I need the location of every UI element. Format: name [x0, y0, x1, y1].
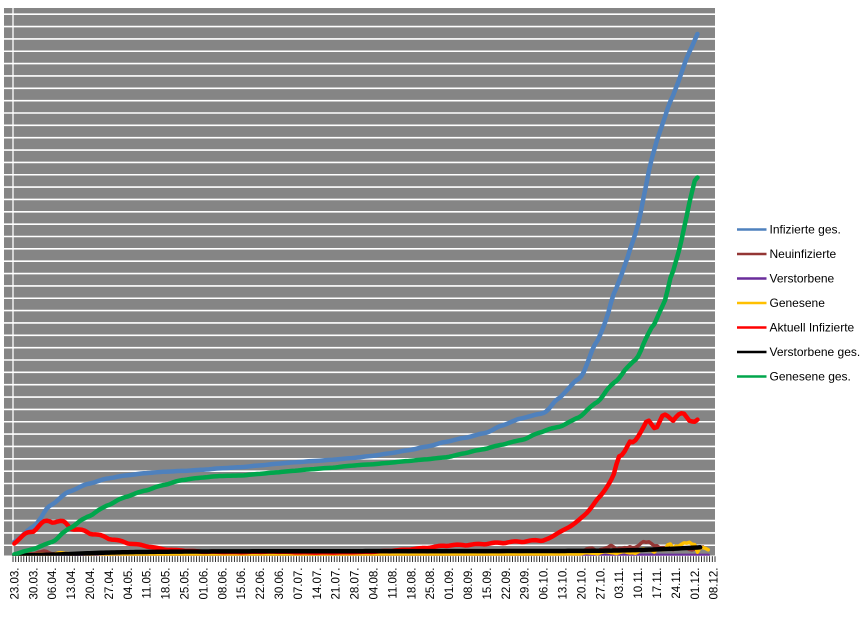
x-label: 13.04. — [66, 568, 78, 600]
legend-label-genesene: Genesene — [770, 296, 826, 310]
x-label: 24.11. — [671, 568, 683, 599]
series-line-verstorbene-ges — [12, 545, 703, 556]
x-label: 18.08. — [406, 568, 418, 600]
x-label: 20.04. — [85, 568, 97, 600]
x-label: 08.12. — [709, 568, 721, 600]
x-label: 03.11. — [614, 568, 626, 599]
gridlines — [4, 13, 715, 547]
x-label: 29.09. — [520, 568, 532, 600]
x-label: 22.09. — [501, 568, 513, 600]
x-label: 21.07. — [331, 568, 343, 600]
x-label: 08.09. — [463, 568, 475, 600]
series-line-genesene-ges — [12, 175, 700, 556]
x-label: 27.10. — [595, 568, 607, 600]
legend-item-genesene-ges: Genesene ges. — [737, 370, 851, 384]
x-label: 15.09. — [482, 568, 494, 600]
x-label: 18.05. — [161, 568, 173, 600]
series-line-infizierte-ges — [12, 31, 700, 545]
x-label: 01.09. — [444, 568, 456, 600]
x-label: 10.11. — [633, 568, 645, 599]
x-label: 30.03. — [28, 568, 40, 600]
x-label: 28.07. — [350, 568, 362, 600]
x-axis-labels: 23.03. 30.03. 06.04. 13.04. 20.04. 27.04. 04.0… — [9, 568, 720, 600]
x-label: 27.04. — [104, 568, 116, 600]
x-label: 01.06. — [198, 568, 210, 600]
x-label: 07.07. — [293, 568, 305, 600]
legend-label-neuinfizierte: Neuinfizierte — [770, 247, 837, 261]
x-label: 06.10. — [539, 568, 551, 600]
legend-item-neuinfizierte: Neuinfizierte — [737, 247, 837, 261]
legend: Infizierte ges. Neuinfizierte Verstorbene G… — [737, 223, 860, 384]
x-label: 25.08. — [425, 568, 437, 600]
legend-item-genesene: Genesene — [737, 296, 825, 310]
x-label: 04.05. — [123, 568, 135, 600]
legend-label-genesene-ges: Genesene ges. — [770, 370, 851, 384]
x-label: 11.05. — [142, 568, 154, 599]
plot-area — [4, 8, 715, 556]
legend-item-infizierte-ges: Infizierte ges. — [737, 223, 841, 237]
series-lines — [12, 31, 710, 556]
x-label: 13.10. — [557, 568, 569, 600]
legend-item-aktuell-infizierte: Aktuell Infizierte — [737, 321, 855, 335]
x-label: 08.06. — [217, 568, 229, 600]
x-label: 17.11. — [652, 568, 664, 599]
legend-item-verstorbene-ges: Verstorbene ges. — [737, 345, 860, 359]
x-axis-ticks — [12, 556, 716, 562]
x-label: 30.06. — [274, 568, 286, 600]
legend-item-verstorbene: Verstorbene — [737, 272, 835, 286]
series-line-genesene — [12, 540, 710, 556]
legend-label-verstorbene: Verstorbene — [770, 272, 835, 286]
x-label: 15.06. — [236, 568, 248, 600]
x-label: 06.04. — [47, 568, 59, 600]
x-label: 22.06. — [255, 568, 267, 600]
legend-label-aktuell-infizierte: Aktuell Infizierte — [770, 321, 855, 335]
x-label: 01.12. — [690, 568, 702, 600]
x-label: 11.08. — [387, 568, 399, 599]
x-label: 23.03. — [9, 568, 21, 600]
x-label: 25.05. — [179, 568, 191, 600]
legend-label-infizierte-ges: Infizierte ges. — [770, 223, 841, 237]
x-label: 20.10. — [576, 568, 588, 600]
x-label: 14.07. — [312, 568, 324, 600]
x-label: 04.08. — [368, 568, 380, 600]
legend-label-verstorbene-ges: Verstorbene ges. — [770, 345, 861, 359]
